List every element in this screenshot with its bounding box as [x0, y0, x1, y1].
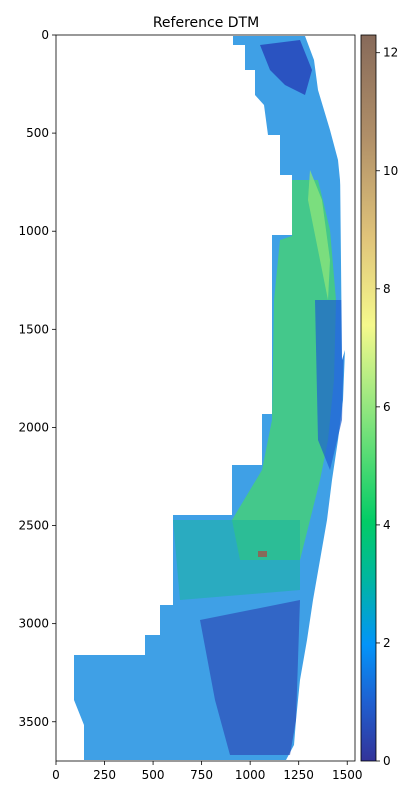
x-tick-label: 0: [52, 768, 60, 782]
dtm-lowland-east: [315, 300, 345, 470]
colorbar-tick-label: 6: [383, 400, 391, 414]
colorbar-axis: 0 2 4 6 8 10 12: [376, 46, 398, 768]
x-tick-label: 750: [190, 768, 213, 782]
colorbar-tick-label: 4: [383, 518, 391, 532]
y-tick-label: 2500: [18, 519, 49, 533]
colorbar-tick-label: 12: [383, 46, 398, 60]
colorbar-tick-label: 0: [383, 754, 391, 768]
dtm-raster: [74, 36, 350, 760]
y-tick-label: 3000: [18, 617, 49, 631]
y-tick-label: 2000: [18, 420, 49, 434]
dtm-lowland-north: [260, 40, 312, 95]
dtm-coast-gap: [340, 165, 350, 360]
y-axis: 0 500 1000 1500 2000 2500 3000 3500: [18, 28, 56, 729]
x-tick-label: 250: [93, 768, 116, 782]
y-tick-label: 500: [26, 126, 49, 140]
x-axis: 0 250 500 750 1000 1250 1500: [52, 761, 363, 782]
plot-frame: [55, 34, 356, 762]
x-tick-label: 1000: [235, 768, 266, 782]
colorbar-tick-label: 10: [383, 164, 398, 178]
y-tick-label: 3500: [18, 715, 49, 729]
colorbar-tick-label: 2: [383, 636, 391, 650]
y-tick-label: 0: [41, 28, 49, 42]
dtm-high-point: [258, 551, 267, 557]
x-tick-label: 500: [142, 768, 165, 782]
x-tick-label: 1500: [332, 768, 363, 782]
colorbar: [360, 34, 377, 762]
chart-title: Reference DTM: [153, 15, 259, 31]
y-tick-label: 1000: [18, 224, 49, 238]
dtm-upland-zone: [232, 180, 336, 560]
y-tick-label: 1500: [18, 322, 49, 336]
dtm-lowland-south: [200, 600, 300, 755]
colorbar-tick-label: 8: [383, 282, 391, 296]
dtm-ridge: [308, 170, 330, 300]
dtm-transition-zone: [173, 520, 300, 600]
x-tick-label: 1250: [283, 768, 314, 782]
